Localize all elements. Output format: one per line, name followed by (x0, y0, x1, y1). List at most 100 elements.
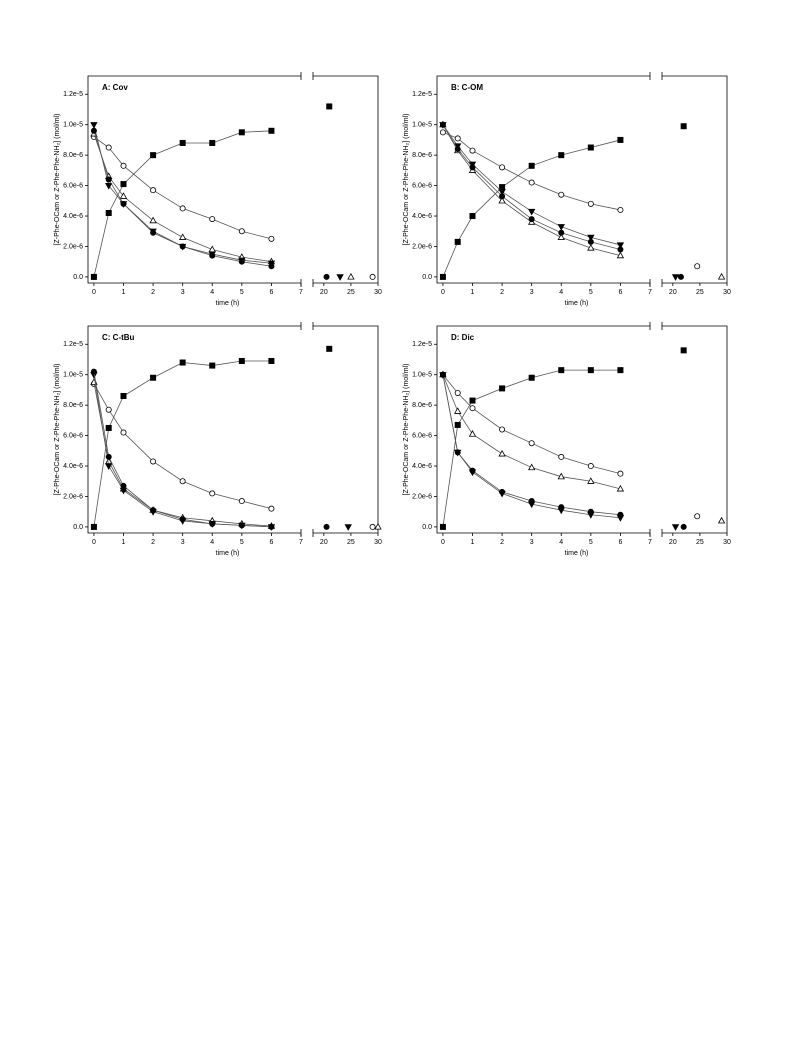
marker (454, 146, 461, 153)
marker (120, 181, 127, 188)
marker (557, 233, 565, 240)
marker (150, 152, 157, 159)
marker (499, 385, 506, 392)
marker (468, 430, 477, 437)
marker (209, 520, 216, 527)
marker (671, 274, 680, 281)
marker (323, 523, 330, 530)
series-line (93, 371, 272, 528)
chart-panel: 0.0 2.0e-6 4.0e-6 6.0e-6 8.0e-6 1.0e-5 1.2e-5 0… (403, 72, 731, 307)
marker (617, 206, 624, 213)
marker (439, 129, 446, 136)
axis-frame (662, 325, 728, 534)
marker (498, 449, 506, 457)
marker (680, 123, 687, 130)
x-tick-label: 4 (559, 289, 563, 296)
axis-frame (87, 75, 301, 284)
series-line (442, 374, 621, 516)
marker (528, 179, 535, 186)
marker (326, 103, 333, 110)
marker (558, 367, 565, 374)
x-tick-label: 6 (269, 289, 273, 296)
y-tick-label: 6.0e-6 (63, 432, 83, 439)
marker (469, 213, 476, 220)
y-tick-label: 6.0e-6 (412, 432, 432, 439)
y-tick-label: 8.0e-6 (412, 152, 432, 159)
axis-frame (436, 325, 650, 534)
marker (268, 127, 275, 134)
marker (587, 463, 594, 470)
x-tick-label: 30 (723, 289, 731, 296)
y-tick-label: 1.2e-5 (63, 341, 83, 348)
marker (717, 516, 726, 524)
marker (105, 209, 112, 216)
x-tick-label: 30 (374, 289, 382, 296)
marker (238, 498, 245, 505)
marker (616, 484, 625, 492)
marker (557, 224, 565, 231)
marker (369, 523, 376, 530)
series-line (93, 136, 272, 240)
marker (694, 513, 701, 520)
marker (209, 216, 216, 223)
marker (105, 176, 112, 183)
y-tick-label: 2.0e-6 (63, 493, 83, 500)
y-tick-label: 2.0e-6 (412, 493, 432, 500)
y-tick-label: 4.0e-6 (63, 213, 83, 220)
marker (617, 246, 624, 253)
x-tick-label: 3 (530, 289, 534, 296)
y-axis-label: [Z-Phe-OCam or Z-Phe-Phe-NH₂] (mol/ml) (54, 114, 61, 246)
marker (268, 235, 275, 242)
marker (499, 184, 506, 191)
marker (587, 508, 594, 515)
marker (617, 367, 624, 374)
marker (238, 228, 245, 235)
marker (499, 164, 506, 171)
series-line (442, 374, 621, 490)
marker (336, 274, 344, 281)
x-tick-label: 0 (92, 539, 96, 546)
marker (499, 193, 506, 200)
marker (528, 498, 535, 505)
marker (587, 243, 595, 251)
axis-frame (313, 325, 379, 534)
marker (469, 397, 476, 404)
marker (558, 229, 565, 236)
x-tick-label: 2 (151, 539, 155, 546)
y-tick-label: 1.2e-5 (63, 91, 83, 98)
marker (558, 453, 565, 460)
marker (238, 358, 245, 365)
chart-panel: 0.0 2.0e-6 4.0e-6 6.0e-6 8.0e-6 1.0e-5 1.2e-5 0… (403, 322, 731, 557)
marker (439, 121, 446, 128)
axis-frame (87, 325, 301, 534)
marker (179, 243, 186, 250)
marker (617, 511, 624, 518)
marker (120, 162, 127, 169)
x-tick-label: 7 (648, 539, 652, 546)
marker (374, 522, 382, 530)
marker (149, 216, 157, 224)
marker (90, 122, 98, 129)
y-tick-label: 1.2e-5 (412, 341, 432, 348)
marker (680, 347, 687, 354)
marker (558, 504, 565, 511)
marker (439, 371, 446, 378)
y-tick-label: 4.0e-6 (63, 463, 83, 470)
marker (694, 263, 701, 270)
marker (439, 273, 446, 280)
marker (587, 144, 594, 151)
marker (558, 152, 565, 159)
marker (150, 458, 157, 465)
x-axis-label: time (h) (565, 550, 589, 557)
x-axis-label: time (h) (565, 300, 589, 307)
marker (557, 472, 565, 480)
y-tick-label: 8.0e-6 (63, 402, 83, 409)
x-tick-label: 5 (240, 539, 244, 546)
marker (105, 463, 113, 471)
marker (238, 522, 245, 529)
x-axis-label: time (h) (216, 550, 240, 557)
x-tick-label: 0 (441, 539, 445, 546)
marker (454, 389, 461, 396)
x-tick-label: 4 (559, 539, 563, 546)
marker (150, 229, 157, 236)
